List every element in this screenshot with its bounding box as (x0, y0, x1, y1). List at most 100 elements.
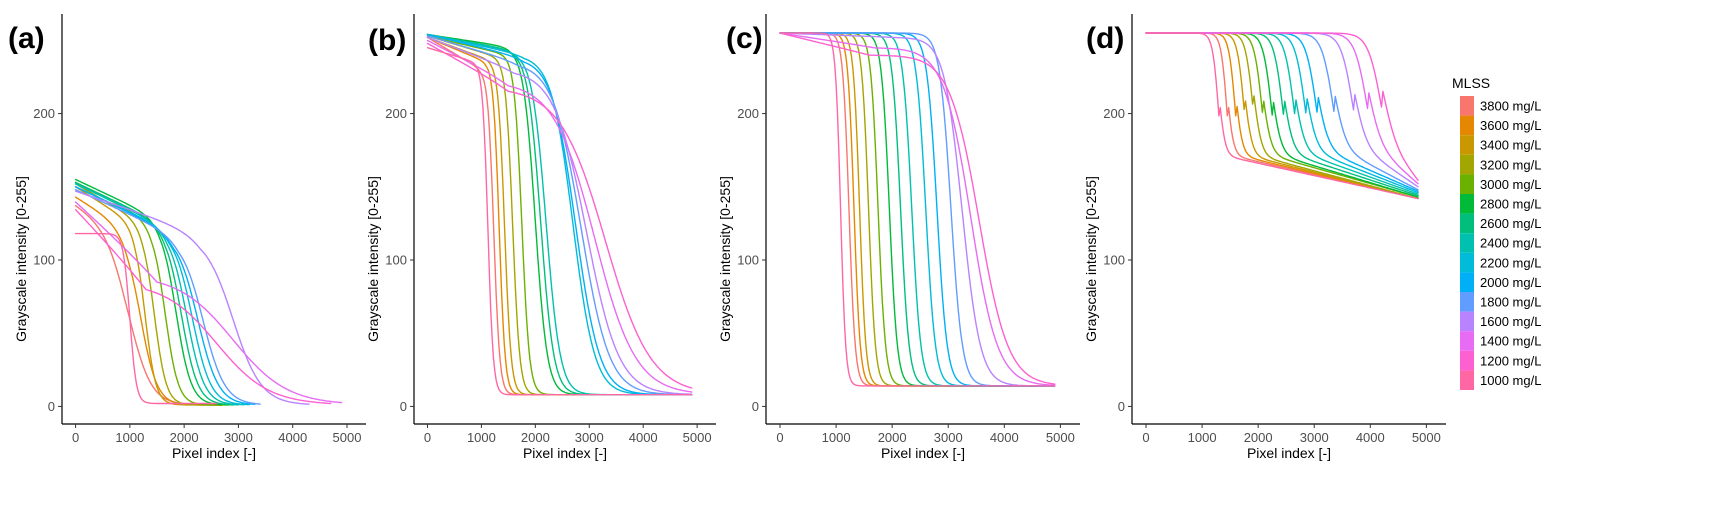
legend-swatch (1460, 96, 1474, 116)
series-line-3800-mg-per-L (426, 36, 693, 396)
legend-label: 3200 mg/L (1480, 157, 1541, 172)
x-tick-label: 3000 (224, 430, 253, 445)
legend-swatch (1460, 115, 1474, 136)
x-tick-label: 1000 (467, 430, 496, 445)
x-tick-label: 1000 (822, 430, 851, 445)
y-axis-title: Grayscale intensity [0-255] (1083, 176, 1099, 342)
y-axis-title: Grayscale intensity [0-255] (13, 176, 29, 342)
legend-label: 2400 mg/L (1480, 236, 1541, 251)
y-tick-label: 200 (737, 106, 759, 121)
series-line-3200-mg-per-L (426, 35, 693, 396)
series-line-1000-mg-per-L (779, 32, 1056, 387)
series-lines (779, 32, 1056, 387)
series-line-2800-mg-per-L (1145, 32, 1419, 198)
series-line-2800-mg-per-L (426, 33, 693, 396)
y-tick-label: 100 (33, 253, 55, 268)
x-tick-label: 0 (1142, 430, 1149, 445)
series-lines (74, 178, 343, 406)
series-line-2000-mg-per-L (426, 33, 693, 396)
y-tick-label: 200 (33, 106, 55, 121)
legend-label: 1600 mg/L (1480, 314, 1541, 329)
x-tick-label: 1000 (115, 430, 144, 445)
x-tick-label: 2000 (878, 430, 907, 445)
legend-swatch (1460, 174, 1474, 194)
legend-label: 2800 mg/L (1480, 197, 1541, 212)
series-line-1400-mg-per-L (426, 39, 693, 393)
x-tick-label: 0 (776, 430, 783, 445)
legend-swatch (1460, 194, 1474, 214)
x-tick-label: 4000 (278, 430, 307, 445)
legend-label: 3800 mg/L (1480, 99, 1541, 114)
panel-letter: (c) (726, 22, 763, 55)
series-line-2200-mg-per-L (779, 32, 1056, 387)
series-lines (426, 33, 693, 396)
x-tick-label: 4000 (629, 430, 658, 445)
x-tick-label: 2000 (1244, 430, 1273, 445)
legend-swatch (1460, 370, 1474, 390)
x-axis-title: Pixel index [-] (1247, 445, 1331, 461)
series-line-1800-mg-per-L (426, 35, 693, 396)
series-line-2600-mg-per-L (426, 33, 693, 396)
series-line-2200-mg-per-L (426, 33, 693, 396)
series-line-2600-mg-per-L (1145, 32, 1419, 197)
series-line-2400-mg-per-L (1145, 32, 1419, 195)
panel-letter: (d) (1086, 22, 1124, 55)
y-tick-label: 100 (737, 253, 759, 268)
series-line-3000-mg-per-L (1145, 32, 1419, 198)
y-tick-label: 0 (1118, 399, 1125, 414)
x-tick-label: 2000 (170, 430, 199, 445)
x-tick-label: 4000 (990, 430, 1019, 445)
y-axis-title: Grayscale intensity [0-255] (365, 176, 381, 342)
x-tick-label: 3000 (575, 430, 604, 445)
y-tick-label: 100 (385, 253, 407, 268)
x-tick-label: 3000 (934, 430, 963, 445)
series-line-1400-mg-per-L (74, 201, 343, 404)
x-tick-label: 2000 (521, 430, 550, 445)
y-tick-label: 0 (400, 399, 407, 414)
legend-label: 2200 mg/L (1480, 255, 1541, 270)
legend-label: 3000 mg/L (1480, 177, 1541, 192)
series-line-1000-mg-per-L (426, 47, 693, 396)
series-line-2400-mg-per-L (426, 33, 693, 396)
series-line-1200-mg-per-L (426, 42, 693, 389)
legend-swatch (1460, 252, 1474, 273)
legend-label: 1400 mg/L (1480, 334, 1541, 349)
legend-swatch (1460, 213, 1474, 234)
series-line-1200-mg-per-L (779, 32, 1056, 385)
series-line-1000-mg-per-L (1145, 32, 1419, 200)
legend-swatch (1460, 154, 1474, 175)
legend-label: 1200 mg/L (1480, 353, 1541, 368)
legend-label: 3600 mg/L (1480, 118, 1541, 133)
x-axis-title: Pixel index [-] (172, 445, 256, 461)
panel-letter: (b) (368, 24, 406, 57)
series-line-2000-mg-per-L (74, 186, 256, 405)
x-axis-title: Pixel index [-] (881, 445, 965, 461)
y-axis-title: Grayscale intensity [0-255] (717, 176, 733, 342)
y-tick-label: 0 (752, 399, 759, 414)
series-line-1600-mg-per-L (74, 190, 310, 405)
panel-letter: (a) (8, 22, 45, 55)
series-line-3400-mg-per-L (426, 36, 693, 396)
y-tick-label: 100 (1103, 253, 1125, 268)
x-tick-label: 1000 (1188, 430, 1217, 445)
x-tick-label: 5000 (333, 430, 362, 445)
legend-swatch (1460, 331, 1474, 351)
series-line-1400-mg-per-L (779, 32, 1056, 386)
legend-swatch (1460, 233, 1474, 253)
legend-swatch (1460, 311, 1474, 332)
series-line-1800-mg-per-L (74, 189, 261, 405)
x-tick-label: 4000 (1356, 430, 1385, 445)
series-line-1000-mg-per-L (74, 232, 218, 405)
series-line-1200-mg-per-L (74, 208, 332, 405)
legend-label: 2600 mg/L (1480, 216, 1541, 231)
legend-label: 1800 mg/L (1480, 295, 1541, 310)
legend-label: 1000 mg/L (1480, 373, 1541, 388)
x-tick-label: 5000 (1046, 430, 1075, 445)
x-tick-label: 5000 (1412, 430, 1441, 445)
legend: MLSS 3800 mg/L 3600 mg/L 3400 mg/L 3200 mg/L… (1452, 75, 1541, 390)
x-tick-label: 3000 (1300, 430, 1329, 445)
